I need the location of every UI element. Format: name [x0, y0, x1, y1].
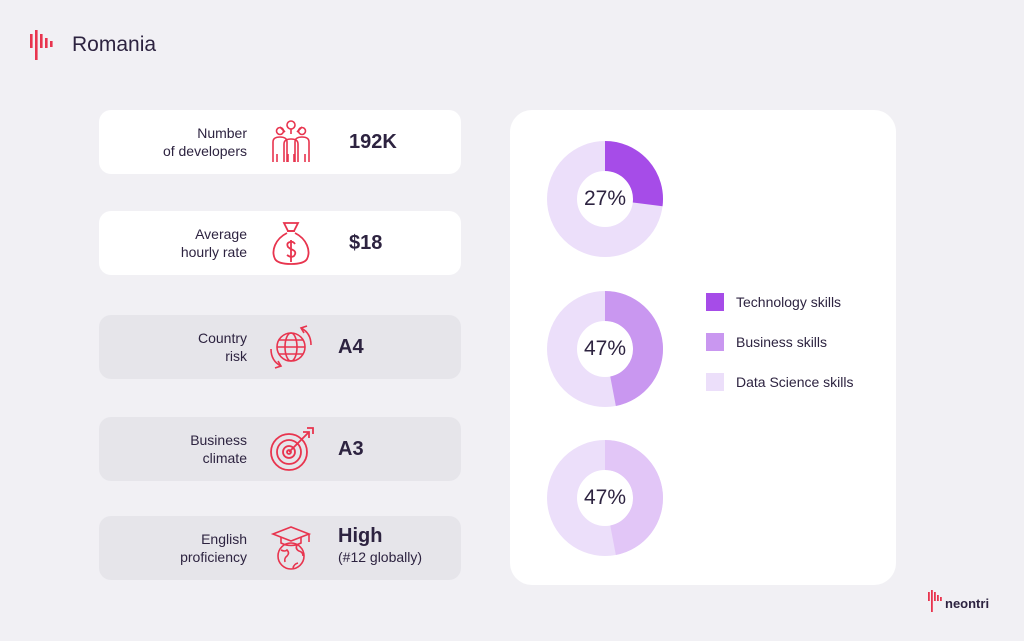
globe-arrows-icon [267, 323, 315, 371]
legend-swatch [706, 373, 724, 391]
legend-swatch [706, 293, 724, 311]
stat-value: $18 [349, 231, 383, 254]
donut-segment [604, 440, 663, 555]
target-icon [267, 425, 315, 473]
stat-english-proficiency: English proficiency High (#12 globally) [99, 516, 461, 580]
legend-label: Business skills [736, 334, 828, 350]
legend-item: Data Science skills [706, 372, 854, 392]
stat-label: Average hourly rate [180, 226, 247, 260]
stat-hourly-rate: Average hourly rate $18 [99, 211, 461, 275]
stat-business-climate: Business climate A3 [99, 417, 461, 481]
stat-value: High (#12 globally) [338, 525, 423, 565]
donut-segment [604, 291, 663, 406]
donut-value-label: 27% [583, 187, 627, 210]
header: Romania [30, 30, 156, 60]
neontri-logo-icon [928, 590, 942, 617]
brand-name: neontri [945, 596, 990, 611]
stat-developers: Number of developers 192K [99, 110, 461, 174]
graduation-globe-icon [267, 524, 315, 572]
stat-country-risk: Country risk A4 [99, 315, 461, 379]
stat-label: Number of developers [162, 125, 247, 159]
donut-data-science: 47% [540, 433, 670, 563]
donut-value-label: 47% [583, 337, 627, 360]
money-bag-icon [267, 219, 315, 267]
stat-value: A4 [338, 335, 364, 358]
legend-label: Technology skills [736, 294, 842, 310]
stat-label: Country risk [197, 330, 247, 364]
stat-value: A3 [338, 437, 364, 460]
legend-item: Business skills [706, 332, 854, 352]
legend-item: Technology skills [706, 292, 854, 312]
brand-logo: neontri [928, 590, 989, 617]
stat-label: English proficiency [180, 531, 247, 565]
donut-technology: 27% [540, 134, 670, 264]
donut-segment [604, 141, 663, 207]
donut-value-label: 47% [583, 486, 627, 509]
donut-business: 47% [540, 284, 670, 414]
team-icon [267, 118, 315, 166]
chart-legend: Technology skills Business skills Data S… [706, 292, 854, 412]
legend-swatch [706, 333, 724, 351]
page-title: Romania [72, 33, 157, 56]
logo-icon [30, 30, 54, 60]
stat-value: 192K [349, 130, 397, 153]
skills-chart-panel: 27% 47% 47% Technology skills Business s… [510, 110, 896, 585]
stat-label: Business climate [190, 432, 247, 466]
legend-label: Data Science skills [736, 374, 854, 390]
